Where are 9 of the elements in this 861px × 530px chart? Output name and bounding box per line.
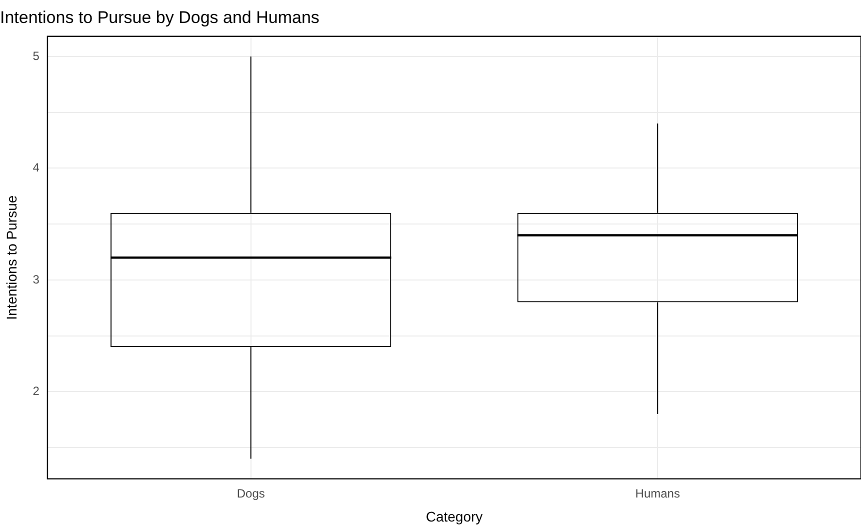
- y-tick-label: 4: [32, 160, 40, 175]
- y-tick-label: 3: [32, 272, 40, 286]
- x-axis-title: Category: [426, 508, 483, 524]
- chart-title: Intentions to Pursue by Dogs and Humans: [0, 8, 320, 27]
- x-tick-label: Humans: [635, 486, 680, 500]
- y-axis-title: Intentions to Pursue: [3, 195, 20, 320]
- y-tick-label: 2: [32, 384, 40, 398]
- x-tick-label: Dogs: [236, 486, 265, 500]
- y-tick-label: 5: [32, 48, 40, 63]
